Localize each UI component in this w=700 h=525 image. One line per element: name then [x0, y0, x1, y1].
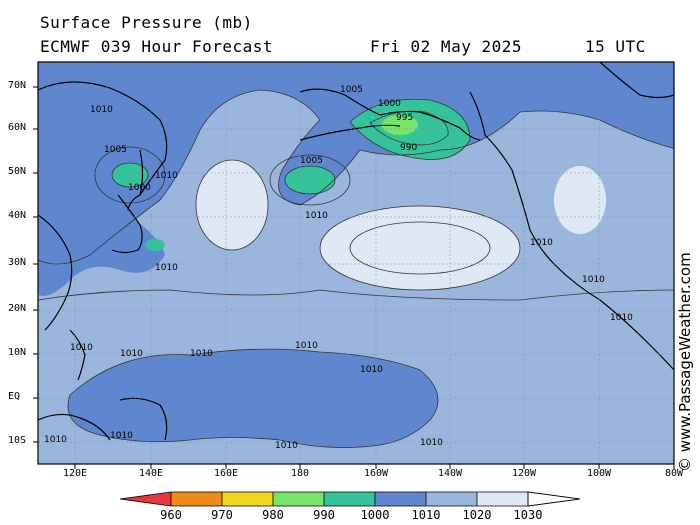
isobar-label: 1005	[340, 85, 363, 95]
colorbar	[119, 491, 581, 507]
lon-label: 140E	[138, 468, 164, 479]
low-pressure-japan	[38, 192, 165, 296]
colorbar-label: 1010	[411, 508, 441, 522]
lon-label: 120E	[62, 468, 88, 479]
isobar-label: 995	[396, 113, 413, 123]
isobar-label: 1010	[44, 435, 67, 445]
colorbar-label: 960	[160, 508, 182, 522]
colorbar-label: 970	[211, 508, 233, 522]
isobar-label: 1010	[305, 211, 328, 221]
colorbar-segment	[375, 492, 426, 506]
isobar-label: 1005	[300, 156, 323, 166]
isobar-label: 1000	[378, 99, 401, 109]
deep-low-center	[382, 115, 418, 135]
model-label: ECMWF 039 Hour Forecast	[40, 37, 274, 56]
colorbar-label: 1000	[360, 508, 390, 522]
lon-label: 160W	[363, 468, 389, 479]
isobar-label: 1010	[155, 171, 178, 181]
lat-label: 10S	[8, 435, 27, 446]
high-cell-east-pacific	[320, 206, 520, 290]
graticule	[38, 62, 674, 464]
colorbar-segment	[120, 492, 171, 506]
isobar-label: 1010	[70, 343, 93, 353]
lon-label: 180	[290, 468, 310, 479]
colorbar-segment	[324, 492, 375, 506]
isobar-label: 1010	[420, 438, 443, 448]
lat-label: EQ	[8, 391, 21, 402]
isobar-label: 990	[400, 143, 417, 153]
lat-label: 50N	[8, 166, 27, 177]
isobar-label: 1010	[120, 349, 143, 359]
low-pressure-north	[38, 62, 674, 264]
isobar-label: 1010	[155, 263, 178, 273]
axis-ticks	[33, 86, 675, 469]
high-cell-north-america	[554, 166, 606, 234]
lat-label: 60N	[8, 122, 27, 133]
colorbar-segment	[527, 491, 581, 507]
isobar-label: 1000	[128, 183, 151, 193]
lon-label: 160E	[213, 468, 239, 479]
colorbar-label: 990	[313, 508, 335, 522]
isobar-label: 1010	[610, 313, 633, 323]
lat-label: 70N	[8, 80, 27, 91]
colorbar-label: 1030	[513, 508, 543, 522]
forecast-time: 15 UTC	[585, 37, 646, 56]
lon-label: 140W	[437, 468, 463, 479]
colorbar-segment	[171, 492, 222, 506]
colorbar-label: 1020	[462, 508, 492, 522]
map-frame	[37, 61, 675, 465]
credit-watermark: © www.PassageWeather.com	[676, 252, 694, 472]
isobars	[38, 89, 674, 448]
isobar-label: 1010	[530, 238, 553, 248]
isobar-labels: 1010 1005 1000 995 990 1005 1010 1005 10…	[44, 85, 633, 451]
coastlines	[38, 62, 674, 441]
lon-label: 80W	[664, 468, 684, 479]
low-pressure-tropics	[68, 349, 438, 448]
deep-low-japan	[145, 239, 165, 251]
isobar-label: 1010	[190, 349, 213, 359]
colorbar-segment	[273, 492, 324, 506]
lat-label: 40N	[8, 210, 27, 221]
colorbar-label: 980	[262, 508, 284, 522]
lon-label: 100W	[586, 468, 612, 479]
isobar-label: 1010	[275, 441, 298, 451]
isobar-label: 1010	[90, 105, 113, 115]
lon-label: 120W	[511, 468, 537, 479]
isobar-label: 1010	[295, 341, 318, 351]
forecast-date: Fri 02 May 2025	[370, 37, 522, 56]
colorbar-segment	[477, 492, 528, 506]
isobar-label: 1005	[104, 145, 127, 155]
deep-low-kamchatka	[112, 163, 148, 187]
isobar-label: 1010	[110, 431, 133, 441]
chart-title: Surface Pressure (mb)	[40, 13, 253, 32]
lat-label: 20N	[8, 303, 27, 314]
map-area: 1010 1005 1000 995 990 1005 1010 1005 10…	[38, 62, 674, 464]
colorbar-segment	[426, 492, 477, 506]
isobar-label: 1010	[360, 365, 383, 375]
isobar-label: 1010	[582, 275, 605, 285]
colorbar-segment	[222, 492, 273, 506]
lat-label: 10N	[8, 347, 27, 358]
high-cell-west	[196, 160, 268, 250]
lat-label: 30N	[8, 257, 27, 268]
